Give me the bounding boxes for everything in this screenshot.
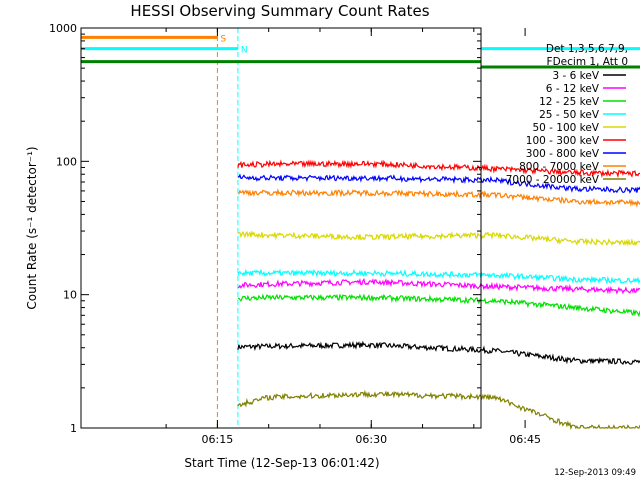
status-bar-label-1: N xyxy=(241,46,248,56)
legend-entry-0: 3 - 6 keV xyxy=(552,70,599,82)
status-bars: SNRD0RD6 xyxy=(81,34,640,69)
legend-entry-8: 7000 - 20000 keV xyxy=(506,174,600,186)
x-tick-label-2: 06:45 xyxy=(509,433,541,446)
y-axis-label: Count Rate (s⁻¹ detector⁻¹) xyxy=(25,146,39,309)
series-line-6 xyxy=(237,173,640,194)
legend: Det 1,3,5,6,7,9, FDecim 1, Att 0 3 - 6 k… xyxy=(506,43,628,186)
plot-frame xyxy=(80,27,482,429)
series-line-0 xyxy=(237,340,640,366)
legend-entry-2: 12 - 25 keV xyxy=(539,96,600,108)
series-line-4 xyxy=(237,230,640,247)
y-tick-label-0: 1 xyxy=(70,422,77,435)
series-line-5 xyxy=(237,159,640,179)
legend-entry-1: 6 - 12 keV xyxy=(546,83,600,95)
legend-entry-6: 300 - 800 keV xyxy=(526,148,600,160)
legend-entry-5: 100 - 300 keV xyxy=(526,135,600,147)
y-tick-label-2: 100 xyxy=(56,155,77,168)
series-line-2 xyxy=(237,293,640,318)
timestamp: 12-Sep-2013 09:49 xyxy=(554,468,636,478)
y-axis-ticks: 1 10 100 1000 xyxy=(49,22,481,435)
series-line-3 xyxy=(237,268,640,285)
chart-title: HESSI Observing Summary Count Rates xyxy=(130,2,429,20)
status-bar-label-0: S xyxy=(220,34,226,44)
legend-entry-3: 25 - 50 keV xyxy=(539,109,600,121)
legend-header-2: FDecim 1, Att 0 xyxy=(547,56,628,68)
legend-header-1: Det 1,3,5,6,7,9, xyxy=(546,43,628,55)
legend-entry-4: 50 - 100 keV xyxy=(532,122,599,134)
series-lines xyxy=(237,159,640,431)
x-tick-label-0: 06:15 xyxy=(202,433,234,446)
legend-entry-7: 800 - 7000 keV xyxy=(519,161,600,173)
series-line-8 xyxy=(237,389,640,431)
x-tick-label-1: 06:30 xyxy=(355,433,387,446)
y-tick-label-1: 10 xyxy=(63,289,77,302)
y-tick-label-3: 1000 xyxy=(49,22,77,35)
series-line-1 xyxy=(237,277,640,295)
series-line-7 xyxy=(237,188,640,208)
x-axis-label: Start Time (12-Sep-13 06:01:42) xyxy=(184,456,379,470)
